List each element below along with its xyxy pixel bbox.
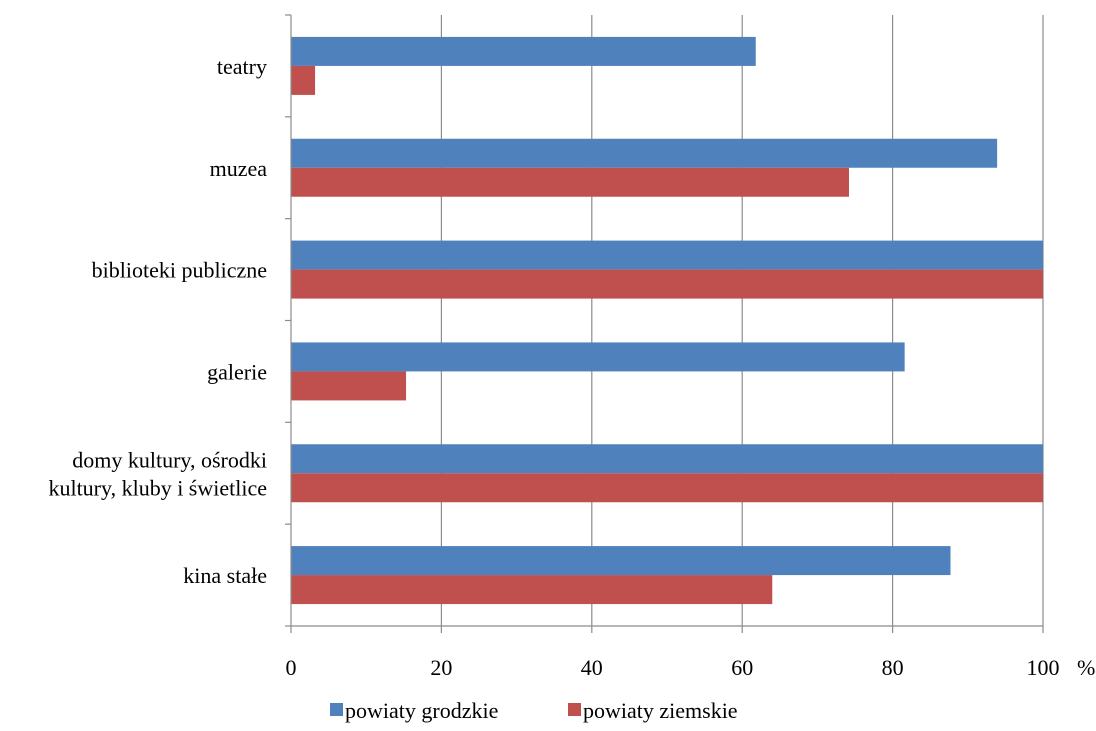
bar-grodzkie-3 (291, 342, 905, 372)
bar-ziemskie-5 (291, 575, 773, 605)
x-tick-label: 60 (731, 655, 753, 680)
legend-label-1: powiaty ziemskie (583, 698, 738, 723)
gridlines (440, 15, 1044, 626)
axes (285, 14, 1044, 633)
bar-ziemskie-4 (291, 473, 1043, 503)
category-label: domy kultury, ośrodki (72, 447, 267, 472)
category-label: galerie (207, 359, 267, 384)
bar-ziemskie-2 (291, 269, 1043, 299)
bar-grodzkie-1 (291, 138, 998, 168)
bar-grodzkie-4 (291, 444, 1043, 474)
bars (291, 36, 1043, 605)
category-label: kultury, kluby i świetlice (48, 475, 267, 500)
x-tick-label: 80 (882, 655, 904, 680)
category-label: teatry (217, 54, 267, 79)
bar-grodzkie-0 (291, 36, 756, 66)
x-tick-label: 40 (581, 655, 603, 680)
x-tick-label: 100 (1027, 655, 1060, 680)
bar-ziemskie-3 (291, 371, 407, 401)
legend-swatch-0 (330, 703, 343, 716)
legend-swatch-1 (568, 703, 581, 716)
x-tick-label: 0 (286, 655, 297, 680)
category-label: kina stałe (183, 563, 267, 588)
category-label: muzea (210, 156, 268, 181)
category-label: biblioteki publiczne (92, 258, 267, 283)
legend-label-0: powiaty grodzkie (345, 698, 498, 723)
bar-grodzkie-2 (291, 240, 1043, 270)
x-tick-label: 20 (430, 655, 452, 680)
bar-ziemskie-0 (291, 65, 316, 95)
bar-ziemskie-1 (291, 167, 849, 197)
labels: 0 20 40 60 80 100 % teatry muzea biblioteki publi… (48, 54, 1095, 680)
x-unit-label: % (1077, 655, 1095, 680)
legend: powiaty grodzkie powiaty ziemskie (330, 698, 738, 723)
bar-grodzkie-5 (291, 546, 951, 576)
